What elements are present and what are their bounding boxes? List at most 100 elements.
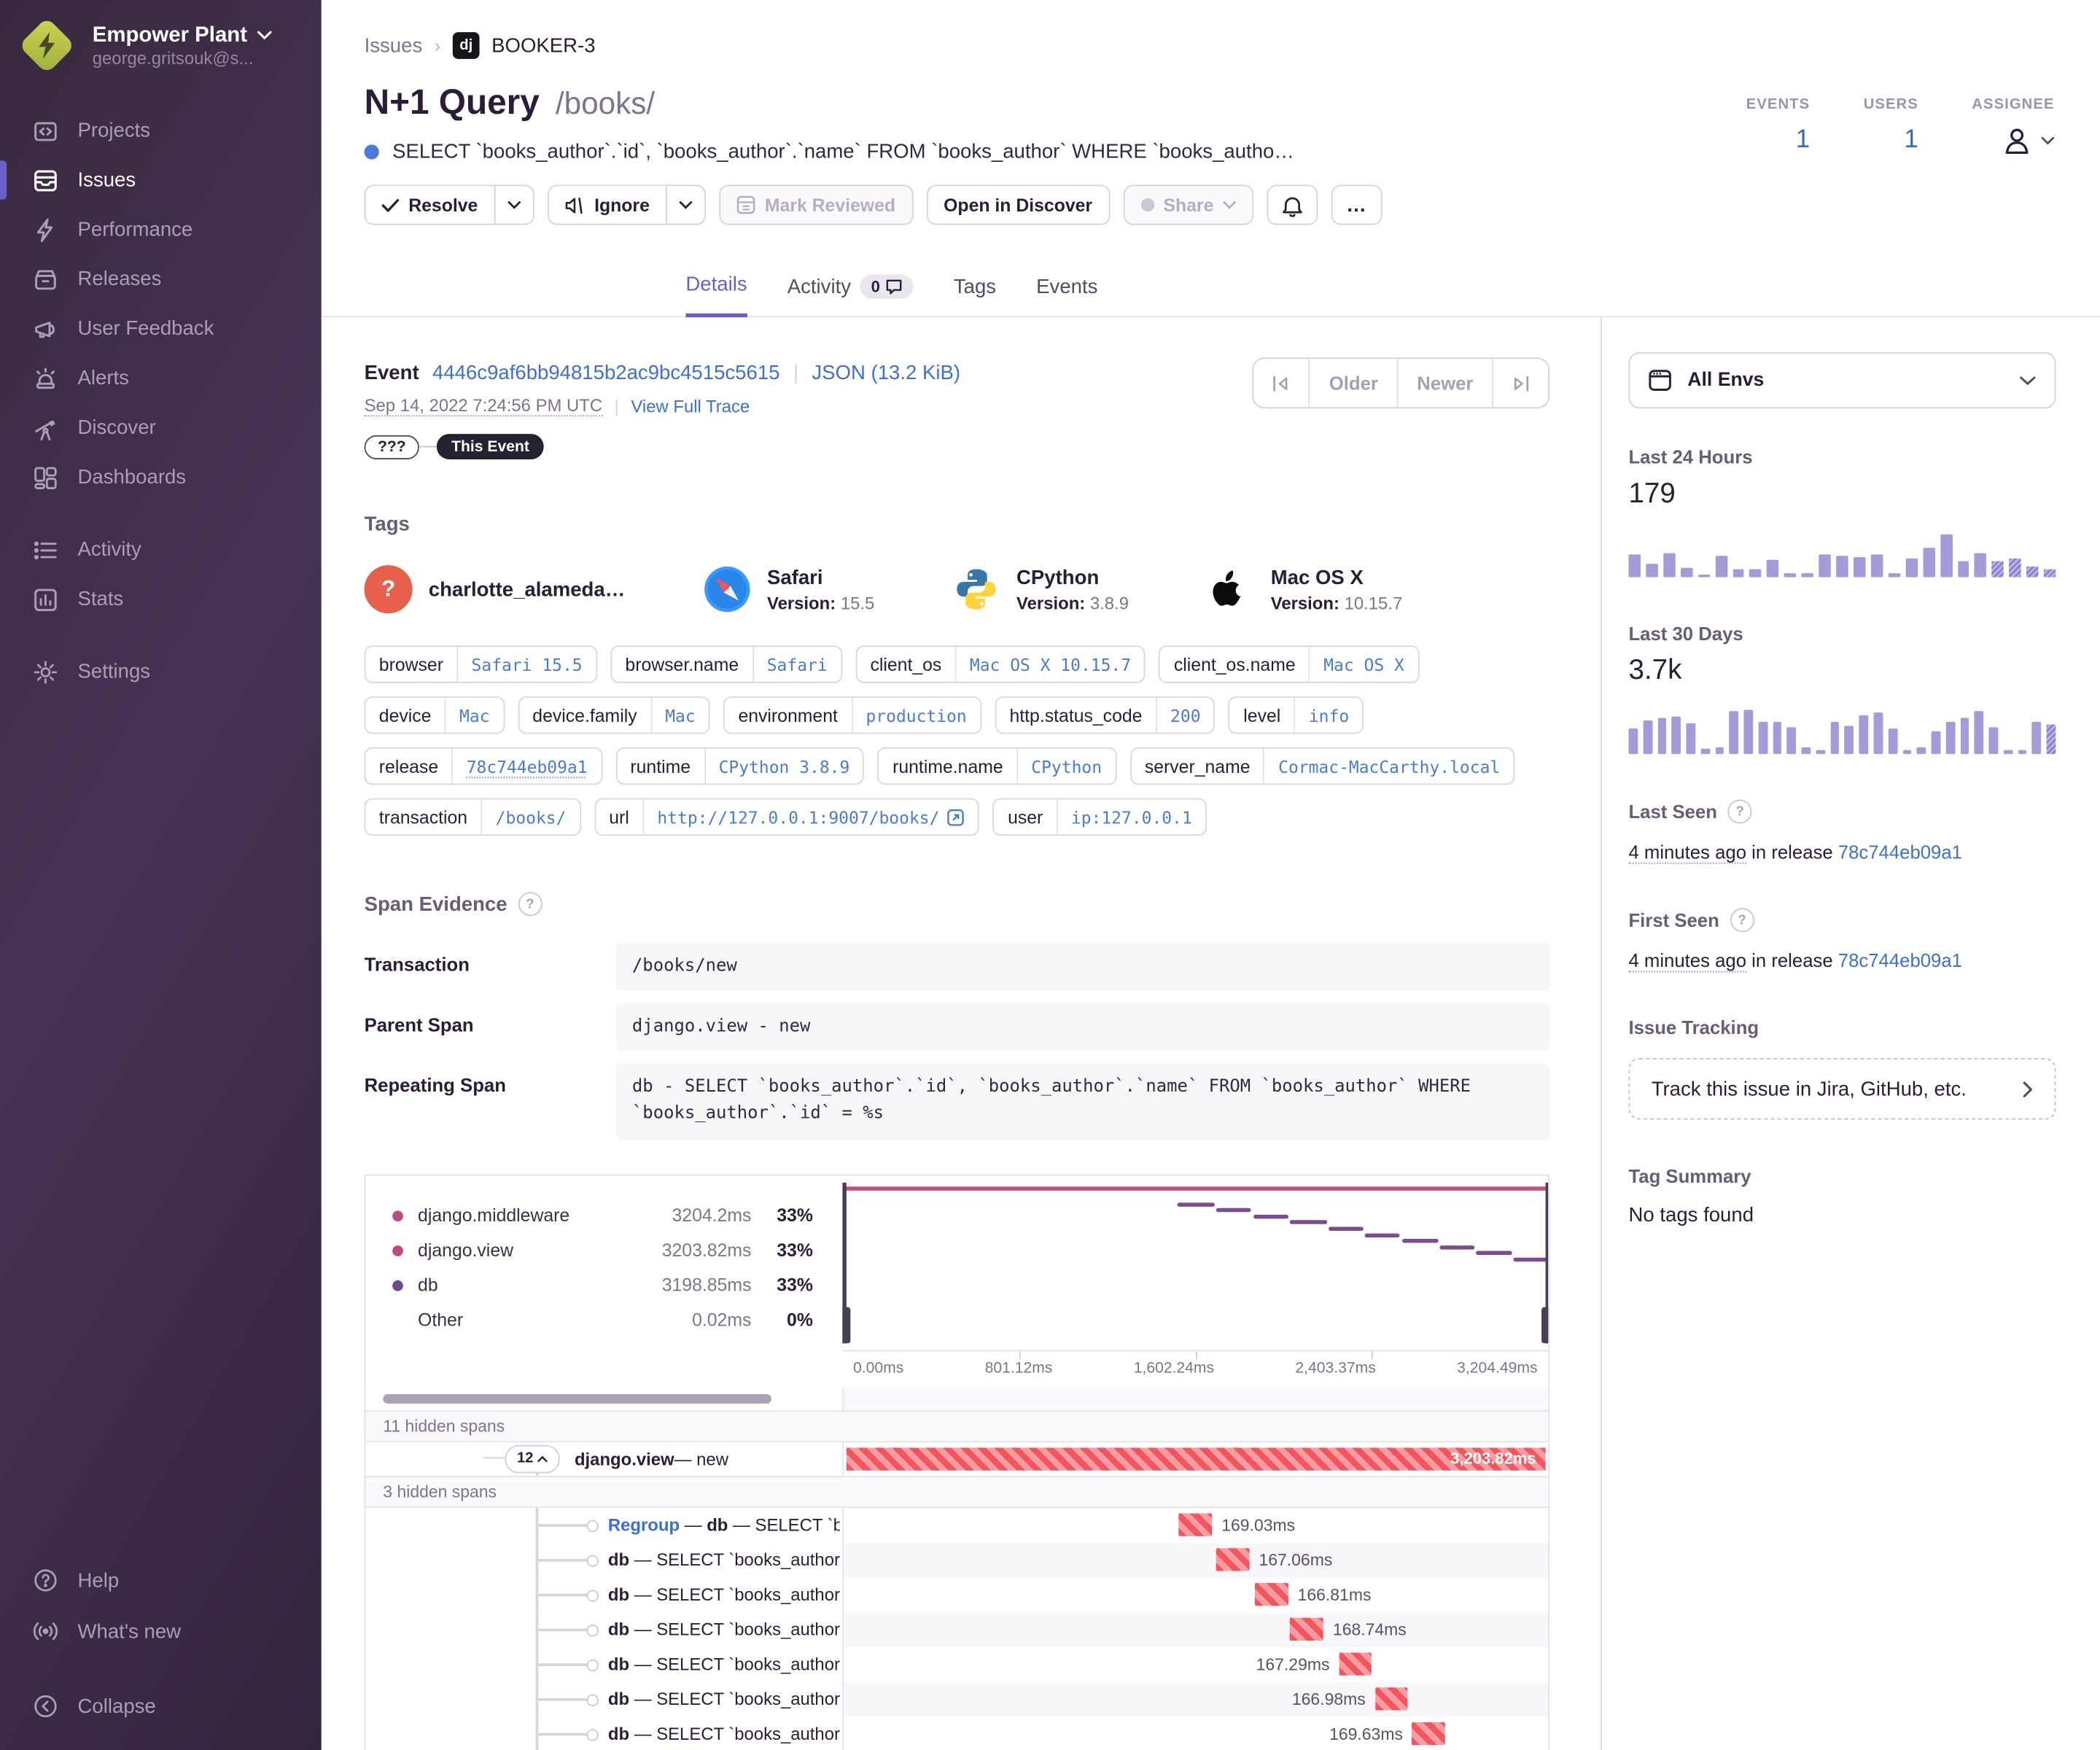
tag-value[interactable]: ip:127.0.0.1: [1056, 799, 1205, 835]
span-row[interactable]: db — SELECT `books_author` 166.81ms: [365, 1576, 1548, 1612]
tag-pill[interactable]: client_os Mac OS X 10.15.7: [855, 645, 1146, 683]
span-duration-bar[interactable]: [1255, 1583, 1288, 1606]
org-switcher[interactable]: Empower Plant george.gritsouk@s...: [0, 0, 322, 87]
sidebar-item-releases[interactable]: Releases: [0, 254, 322, 304]
tab-activity[interactable]: Activity 0: [788, 273, 914, 318]
tag-pill[interactable]: device.family Mac: [518, 696, 710, 734]
newest-event-button[interactable]: [1492, 359, 1548, 408]
sidebar-collapse-button[interactable]: Collapse: [0, 1681, 322, 1732]
first-seen-release-link[interactable]: 78c744eb09a1: [1838, 949, 1962, 971]
tag-value[interactable]: Cormac-MacCarthy.local: [1263, 748, 1514, 784]
tag-pill[interactable]: client_os.name Mac OS X: [1159, 645, 1420, 683]
tag-value[interactable]: Safari: [752, 647, 841, 682]
tag-value[interactable]: CPython: [1016, 748, 1115, 784]
share-button[interactable]: Share: [1123, 184, 1254, 225]
span-count-toggle[interactable]: 12: [505, 1444, 561, 1473]
sidebar-item-help[interactable]: Help: [0, 1555, 322, 1606]
first-seen-time[interactable]: 4 minutes ago: [1628, 949, 1747, 973]
tag-pill[interactable]: level info: [1229, 696, 1364, 734]
ignore-dropdown-caret[interactable]: [665, 186, 704, 224]
tag-pill[interactable]: runtime.name CPython: [877, 747, 1117, 785]
tag-pill[interactable]: runtime CPython 3.8.9: [615, 747, 865, 785]
browser-context-card[interactable]: Safari Version: 15.5: [703, 565, 874, 613]
sidebar-item-projects[interactable]: Projects: [0, 106, 322, 155]
event-json-link[interactable]: JSON (13.2 KiB): [812, 361, 961, 385]
parent-span-bar[interactable]: 3,203.82ms: [846, 1447, 1546, 1470]
tag-pill[interactable]: browser.name Safari: [610, 645, 842, 683]
span-row[interactable]: db — SELECT `books_author` 166.98ms: [365, 1681, 1549, 1716]
sidebar-item-whats-new[interactable]: What's new: [0, 1606, 322, 1657]
minimap-left-handle[interactable]: [842, 1182, 849, 1343]
event-id-link[interactable]: 4446c9af6bb94815b2ac9bc4515c5615: [432, 361, 780, 385]
tag-value[interactable]: 78c744eb09a1: [451, 748, 600, 784]
tag-value[interactable]: 200: [1155, 697, 1214, 733]
track-issue-button[interactable]: Track this issue in Jira, GitHub, etc.: [1628, 1058, 2056, 1120]
span-duration-bar[interactable]: [1339, 1652, 1372, 1676]
tag-pill[interactable]: device Mac: [364, 696, 505, 734]
breadcrumb-issues-link[interactable]: Issues: [364, 34, 423, 58]
resolve-button[interactable]: Resolve: [365, 186, 494, 224]
os-context-card[interactable]: Mac OS X Version: 10.15.7: [1207, 565, 1402, 613]
sidebar-item-dashboards[interactable]: Dashboards: [0, 453, 322, 502]
minimap-right-handle[interactable]: [1541, 1182, 1549, 1343]
span-row[interactable]: db — SELECT `books_author` 169.63ms: [365, 1716, 1548, 1750]
users-count[interactable]: 1: [1904, 125, 1918, 155]
tag-pill[interactable]: user ip:127.0.0.1: [992, 798, 1207, 836]
tag-value[interactable]: Mac: [444, 697, 503, 733]
help-circle-icon[interactable]: ?: [1727, 799, 1752, 824]
newer-event-button[interactable]: Newer: [1396, 359, 1492, 408]
tab-events[interactable]: Events: [1036, 275, 1098, 298]
span-duration-bar[interactable]: [1179, 1513, 1213, 1536]
view-full-trace-link[interactable]: View Full Trace: [631, 395, 750, 416]
span-row[interactable]: db — SELECT `books_author` 167.29ms: [365, 1646, 1548, 1682]
tag-pill[interactable]: transaction/books/: [364, 798, 581, 836]
span-duration-bar[interactable]: [1374, 1687, 1408, 1711]
span-duration-bar[interactable]: [1290, 1617, 1324, 1641]
event-timestamp[interactable]: Sep 14, 2022 7:24:56 PM UTC: [364, 394, 603, 417]
sidebar-item-settings[interactable]: Settings: [0, 647, 322, 696]
tag-value[interactable]: http://127.0.0.1:9007/books/: [642, 799, 979, 835]
tag-pill[interactable]: release 78c744eb09a1: [364, 747, 602, 785]
last-seen-release-link[interactable]: 78c744eb09a1: [1838, 841, 1962, 863]
tag-value[interactable]: Safari 15.5: [456, 647, 596, 682]
tag-value[interactable]: Mac OS X 10.15.7: [954, 647, 1145, 682]
sidebar-item-discover[interactable]: Discover: [0, 403, 322, 453]
tag-value[interactable]: /books/: [481, 799, 579, 835]
runtime-context-card[interactable]: CPython Version: 3.8.9: [952, 565, 1129, 613]
span-duration-bar[interactable]: [1412, 1722, 1446, 1746]
subscribe-bell-button[interactable]: [1267, 184, 1318, 225]
tag-value[interactable]: production: [851, 697, 980, 733]
help-circle-icon[interactable]: ?: [1730, 908, 1754, 933]
oldest-event-button[interactable]: [1254, 359, 1309, 407]
span-row[interactable]: db — SELECT `books_author` 168.74ms: [365, 1611, 1549, 1647]
assignee-selector[interactable]: [2001, 126, 2055, 155]
span-duration-bar[interactable]: [1216, 1548, 1250, 1571]
tab-tags[interactable]: Tags: [953, 275, 997, 298]
sidebar-item-alerts[interactable]: Alerts: [0, 354, 322, 403]
hidden-spans-row[interactable]: 11 hidden spans: [365, 1409, 1549, 1442]
mark-reviewed-button[interactable]: Mark Reviewed: [719, 184, 913, 225]
span-row[interactable]: Regroup — db — SELECT `boo 169.03ms: [365, 1507, 1548, 1543]
environment-selector[interactable]: All Envs: [1628, 352, 2056, 409]
resolve-dropdown-caret[interactable]: [494, 186, 532, 224]
sidebar-item-stats[interactable]: Stats: [0, 575, 322, 624]
tag-pill[interactable]: browser Safari 15.5: [364, 645, 597, 683]
hidden-spans-row[interactable]: 3 hidden spans: [365, 1475, 1549, 1508]
tag-pill[interactable]: environment production: [723, 696, 981, 734]
tag-value[interactable]: Mac: [650, 697, 709, 733]
span-row[interactable]: db — SELECT `books_author` 167.06ms: [365, 1542, 1549, 1577]
regroup-link[interactable]: Regroup: [607, 1514, 680, 1536]
open-in-discover-button[interactable]: Open in Discover: [926, 184, 1110, 225]
events-count[interactable]: 1: [1795, 125, 1811, 155]
tag-value[interactable]: info: [1294, 697, 1363, 733]
more-actions-button[interactable]: …: [1331, 184, 1382, 225]
tag-value[interactable]: CPython 3.8.9: [704, 748, 863, 784]
tag-pill[interactable]: url http://127.0.0.1:9007/books/: [594, 798, 980, 836]
tag-pill[interactable]: http.status_code 200: [995, 696, 1216, 734]
last-seen-time[interactable]: 4 minutes ago: [1628, 841, 1747, 864]
sidebar-item-activity[interactable]: Activity: [0, 525, 322, 575]
tag-value[interactable]: Mac OS X: [1309, 647, 1418, 682]
sidebar-item-user-feedback[interactable]: User Feedback: [0, 304, 322, 354]
help-circle-icon[interactable]: ?: [518, 892, 542, 917]
tag-pill[interactable]: server_name Cormac-MacCarthy.local: [1129, 747, 1515, 785]
